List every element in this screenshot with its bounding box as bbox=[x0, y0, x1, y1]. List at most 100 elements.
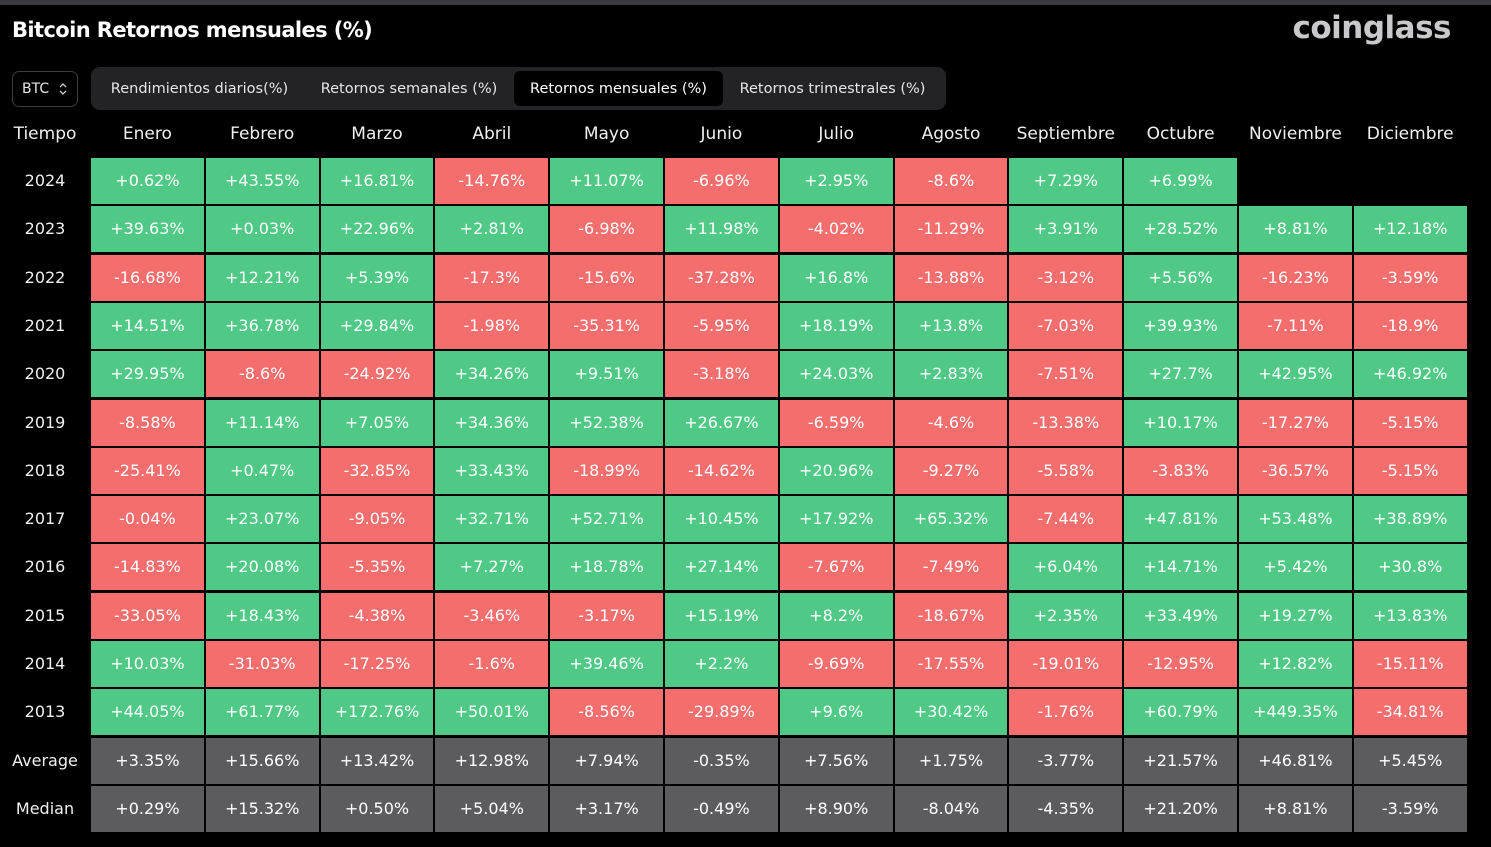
return-cell: +0.62% bbox=[91, 158, 204, 204]
return-cell: -9.69% bbox=[779, 641, 893, 687]
return-cell: -14.62% bbox=[665, 447, 778, 494]
return-cell: -13.88% bbox=[894, 254, 1008, 301]
return-cell: -15.11% bbox=[1353, 641, 1467, 687]
return-cell: -17.3% bbox=[435, 254, 549, 301]
return-cell: -7.49% bbox=[894, 544, 1008, 591]
return-cell: +33.49% bbox=[1124, 592, 1237, 639]
return-cell: -8.56% bbox=[550, 689, 663, 736]
return-cell: -16.23% bbox=[1239, 254, 1352, 301]
header-month: Mayo bbox=[583, 124, 630, 144]
return-cell: +9.6% bbox=[779, 689, 893, 736]
row-label: 2021 bbox=[24, 315, 66, 335]
return-cell: +21.20% bbox=[1124, 785, 1237, 832]
return-cell: +18.78% bbox=[550, 544, 663, 591]
header-month: Julio bbox=[818, 124, 855, 144]
return-cell: +47.81% bbox=[1124, 496, 1237, 543]
return-cell: -37.28% bbox=[665, 254, 778, 301]
header-month: Marzo bbox=[351, 124, 403, 144]
return-cell: +29.95% bbox=[91, 351, 204, 398]
return-cell: +39.63% bbox=[91, 206, 204, 253]
return-cell: +16.81% bbox=[320, 158, 434, 204]
return-cell: -5.35% bbox=[320, 544, 434, 591]
return-cell: -7.51% bbox=[1009, 351, 1123, 398]
return-cell: +20.08% bbox=[205, 544, 319, 591]
header-month: Febrero bbox=[230, 124, 295, 144]
header-month: Abril bbox=[472, 124, 512, 144]
return-cell: +34.26% bbox=[435, 351, 549, 398]
top-border bbox=[0, 0, 1491, 5]
return-cell: +5.04% bbox=[435, 785, 549, 832]
return-cell: +46.92% bbox=[1353, 351, 1467, 398]
return-cell: -16.68% bbox=[91, 254, 204, 301]
return-cell: +28.52% bbox=[1124, 206, 1237, 253]
page-title: Bitcoin Retornos mensuales (%) bbox=[12, 18, 373, 42]
table-row: 2023 +39.63% +0.03% +22.96% +2.81% -6.98% +11.… bbox=[0, 206, 1491, 253]
tab-quarterly-returns[interactable]: Retornos trimestrales (%) bbox=[739, 80, 926, 97]
row-label: 2018 bbox=[24, 460, 66, 480]
return-cell: -9.05% bbox=[320, 496, 434, 543]
row-label: 2014 bbox=[24, 654, 66, 673]
row-label: Average bbox=[12, 750, 78, 770]
return-cell: -24.92% bbox=[320, 351, 434, 398]
return-cell: +43.55% bbox=[205, 158, 319, 204]
return-cell: -7.11% bbox=[1239, 302, 1352, 349]
return-cell: +23.07% bbox=[205, 496, 319, 543]
return-cell: +3.91% bbox=[1009, 206, 1123, 253]
return-cell: +19.27% bbox=[1239, 592, 1352, 639]
return-cell: -31.03% bbox=[205, 641, 319, 687]
return-cell: -3.17% bbox=[550, 592, 663, 639]
asset-select[interactable]: BTC bbox=[12, 71, 78, 107]
header-month: Octubre bbox=[1146, 124, 1215, 144]
chevron-up-down-icon bbox=[59, 80, 67, 98]
return-cell: +2.2% bbox=[665, 641, 778, 687]
return-cell: +32.71% bbox=[435, 496, 549, 543]
return-cell: +50.01% bbox=[435, 689, 549, 736]
return-cell: +5.45% bbox=[1353, 737, 1467, 784]
tab-monthly-returns[interactable]: Retornos mensuales (%) bbox=[514, 71, 723, 106]
return-cell: -8.04% bbox=[894, 785, 1008, 832]
return-cell: +13.8% bbox=[894, 302, 1008, 349]
stat-row: Median +0.29% +15.32% +0.50% +5.04% +3.17% -0.… bbox=[0, 785, 1491, 832]
return-cell: -3.77% bbox=[1009, 737, 1123, 784]
return-cell: +26.67% bbox=[665, 399, 778, 446]
return-cell: +17.92% bbox=[779, 496, 893, 543]
return-cell: +0.47% bbox=[205, 447, 319, 494]
row-label: 2019 bbox=[24, 412, 66, 432]
return-cell: -3.12% bbox=[1009, 254, 1123, 301]
table-header-row: Tiempo Enero Febrero Marzo Abril Mayo Junio Jul… bbox=[0, 115, 1491, 153]
return-cell: +36.78% bbox=[205, 302, 319, 349]
row-label: 2015 bbox=[24, 605, 66, 625]
return-cell: -0.04% bbox=[91, 496, 204, 543]
return-cell: +34.36% bbox=[435, 399, 549, 446]
return-cell: -17.27% bbox=[1239, 399, 1352, 446]
return-cell: +2.35% bbox=[1009, 592, 1123, 639]
return-cell: -5.95% bbox=[665, 302, 778, 349]
return-cell: -0.49% bbox=[665, 785, 778, 832]
return-cell: -5.15% bbox=[1353, 447, 1467, 494]
return-cell: -7.03% bbox=[1009, 302, 1123, 349]
return-cell: +39.93% bbox=[1124, 302, 1237, 349]
return-cell: +13.42% bbox=[320, 737, 434, 784]
table-row: 2015 -33.05% +18.43% -4.38% -3.46% -3.17% +15.… bbox=[0, 592, 1491, 639]
return-cell: +3.35% bbox=[91, 737, 204, 784]
return-cell: -15.6% bbox=[550, 254, 663, 301]
stat-row: Average +3.35% +15.66% +13.42% +12.98% +7.94%… bbox=[0, 737, 1491, 784]
return-cell: -34.81% bbox=[1353, 689, 1467, 736]
row-label: 2024 bbox=[24, 171, 66, 190]
return-cell: +5.42% bbox=[1239, 544, 1352, 591]
return-cell: -6.59% bbox=[779, 399, 893, 446]
header-month: Agosto bbox=[921, 124, 981, 144]
return-cell: +46.81% bbox=[1239, 737, 1352, 784]
header-month: Junio bbox=[700, 124, 743, 144]
row-label: 2017 bbox=[24, 509, 66, 529]
tab-daily-returns[interactable]: Rendimientos diarios(%) bbox=[110, 80, 289, 97]
tab-weekly-returns[interactable]: Retornos semanales (%) bbox=[320, 80, 498, 97]
return-cell: -14.83% bbox=[91, 544, 204, 591]
return-cell: +18.43% bbox=[205, 592, 319, 639]
return-cell: -36.57% bbox=[1239, 447, 1352, 494]
return-cell: +7.27% bbox=[435, 544, 549, 591]
return-cell: -6.98% bbox=[550, 206, 663, 253]
return-cell: +52.71% bbox=[550, 496, 663, 543]
return-cell: +27.14% bbox=[665, 544, 778, 591]
return-cell: -7.44% bbox=[1009, 496, 1123, 543]
